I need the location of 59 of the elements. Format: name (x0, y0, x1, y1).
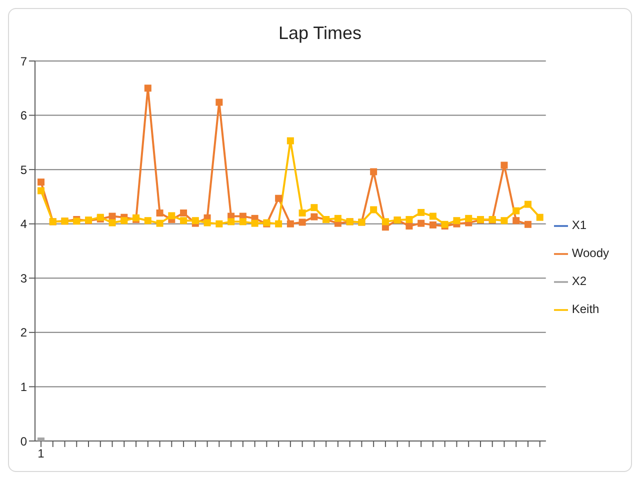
point (465, 214, 472, 222)
point (370, 168, 378, 176)
point (38, 187, 44, 194)
point (418, 208, 425, 216)
point (120, 217, 128, 224)
point (108, 212, 116, 220)
point (156, 220, 164, 227)
legend-label: X1 (572, 218, 587, 232)
point (144, 84, 152, 92)
legend-label: Woody (572, 246, 609, 260)
y-tick-label: 6 (20, 108, 28, 123)
point (275, 194, 282, 202)
y-tick-label: 2 (20, 326, 28, 340)
point (180, 210, 188, 216)
point (429, 212, 436, 220)
point (286, 220, 294, 228)
point (334, 214, 342, 222)
y-tick-label: 0 (20, 434, 28, 448)
y-tick-label: 5 (20, 162, 28, 177)
point (144, 217, 152, 224)
point (239, 218, 246, 226)
point (168, 212, 176, 220)
point (228, 218, 235, 226)
point (382, 218, 389, 226)
point (275, 220, 282, 228)
legend-label: X2 (572, 274, 587, 288)
point (192, 217, 199, 224)
point (298, 210, 306, 216)
point (500, 217, 508, 224)
point (406, 222, 413, 230)
point (512, 207, 520, 214)
y-tick-label: 4 (20, 217, 28, 232)
y-tick-label: 1 (20, 380, 28, 394)
point (500, 162, 508, 169)
point (310, 213, 318, 220)
point (370, 206, 378, 214)
point (512, 217, 520, 224)
point (453, 217, 460, 224)
point (310, 204, 318, 212)
point (156, 210, 164, 216)
point (406, 216, 413, 224)
y-tick-label: 3 (20, 271, 28, 286)
point (204, 219, 211, 226)
point (180, 217, 188, 224)
point (524, 220, 532, 228)
legend-label: Keith (572, 302, 600, 316)
point (38, 178, 44, 186)
point (429, 221, 436, 228)
point (108, 219, 116, 226)
y-tick-label: 7 (20, 54, 28, 68)
point (536, 214, 544, 221)
point (251, 220, 258, 227)
point (298, 218, 306, 226)
point (524, 200, 532, 208)
chart-title: Lap Times (278, 23, 362, 43)
point (216, 98, 223, 106)
point (216, 220, 223, 228)
point (286, 137, 294, 144)
point (418, 220, 425, 227)
